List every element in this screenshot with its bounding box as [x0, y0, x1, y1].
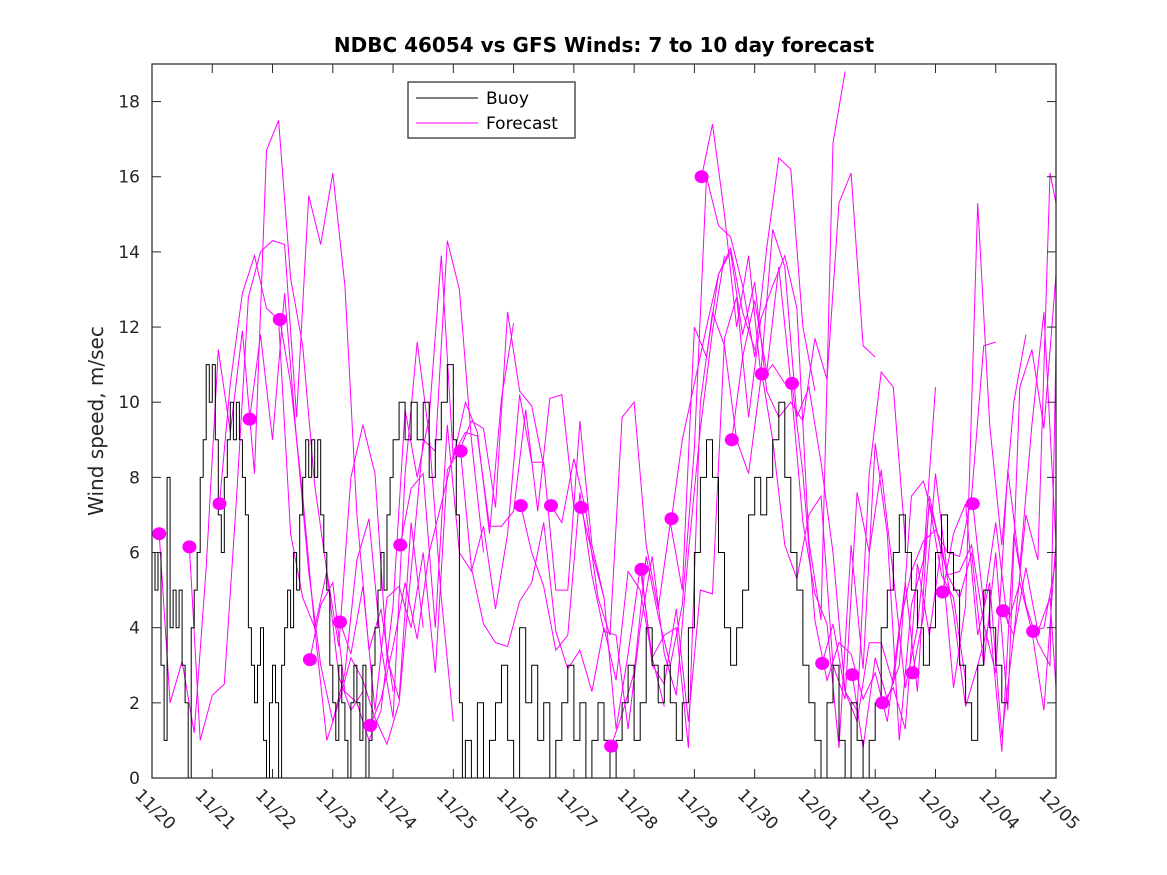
y-tick-label: 10	[118, 393, 140, 413]
forecast-line-25	[972, 503, 1056, 711]
forecast-marker	[664, 512, 679, 526]
forecast-line-19	[791, 341, 996, 722]
y-axis-label: Wind speed, m/sec	[84, 326, 108, 516]
forecast-marker	[302, 653, 317, 667]
forecast-line-10	[520, 255, 725, 730]
forecast-marker	[363, 718, 378, 732]
forecast-marker	[905, 666, 920, 680]
forecast-marker	[935, 585, 950, 599]
forecast-marker	[604, 739, 619, 753]
legend-label-forecast: Forecast	[486, 114, 558, 134]
forecast-marker	[272, 313, 287, 326]
forecast-line-9	[460, 451, 665, 707]
forecast-marker	[544, 499, 558, 513]
forecast-line-24	[942, 172, 1056, 737]
forecast-marker	[785, 376, 799, 390]
legend: Buoy Forecast	[407, 81, 576, 139]
forecast-marker	[845, 668, 860, 682]
forecast-marker	[333, 615, 347, 629]
y-tick-label: 12	[118, 318, 140, 338]
buoy-line	[152, 364, 1008, 778]
forecast-marker	[152, 527, 167, 541]
plot-frame	[151, 63, 1057, 779]
forecast-marker	[453, 444, 468, 458]
forecast-marker	[724, 433, 739, 447]
forecast-line-6	[339, 311, 545, 711]
forecast-line-26	[1002, 567, 1056, 688]
series-layer	[152, 71, 1056, 778]
forecast-line-22	[881, 349, 1056, 752]
y-tick-label: 8	[129, 468, 140, 488]
forecast-line-16	[701, 123, 906, 712]
forecast-line-0	[158, 120, 364, 733]
forecast-line-12	[580, 311, 786, 748]
forecast-line-18	[761, 373, 967, 700]
legend-label-buoy: Buoy	[486, 89, 529, 109]
forecast-marker	[815, 656, 830, 670]
forecast-marker	[182, 540, 197, 554]
forecast-marker	[212, 497, 227, 511]
forecast-marker	[634, 562, 649, 576]
legend-box	[407, 81, 576, 139]
y-tick-label: 14	[118, 243, 140, 263]
y-tick-label: 16	[118, 168, 140, 188]
forecast-marker	[242, 412, 257, 426]
forecast-marker	[875, 696, 890, 710]
forecast-marker	[574, 500, 589, 514]
chart-title: NDBC 46054 vs GFS Winds: 7 to 10 day for…	[334, 33, 875, 57]
forecast-line-15	[671, 172, 876, 519]
y-tick-label: 4	[129, 619, 140, 639]
forecast-marker	[694, 170, 709, 184]
forecast-marker	[513, 499, 528, 513]
forecast-marker	[996, 604, 1010, 618]
y-tick-label: 2	[129, 694, 140, 714]
forecast-line-7	[369, 394, 575, 726]
forecast-line-4	[279, 240, 484, 746]
forecast-marker	[965, 497, 980, 511]
forecast-line-20	[821, 202, 1027, 724]
forecast-line-1	[188, 172, 394, 741]
y-tick-label: 0	[129, 769, 140, 789]
y-tick-label: 6	[129, 544, 140, 564]
forecast-line-8	[399, 394, 605, 628]
forecast-marker	[393, 538, 408, 552]
y-tick-label: 18	[118, 93, 140, 113]
forecast-marker	[1026, 624, 1041, 638]
forecast-marker	[754, 367, 769, 381]
marker-layer	[152, 170, 1041, 753]
forecast-line-13	[610, 156, 816, 747]
plot-area	[152, 64, 1056, 778]
